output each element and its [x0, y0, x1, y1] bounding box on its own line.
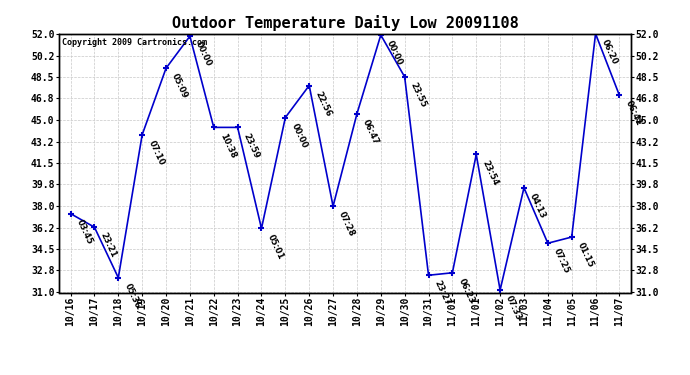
Text: 04:13: 04:13	[528, 192, 548, 220]
Text: 23:27: 23:27	[433, 279, 452, 308]
Text: Copyright 2009 Cartronics.com: Copyright 2009 Cartronics.com	[61, 38, 206, 46]
Text: 01:15: 01:15	[576, 241, 595, 269]
Text: 07:10: 07:10	[146, 139, 166, 167]
Text: 06:20: 06:20	[600, 38, 619, 66]
Text: 06:23: 06:23	[457, 277, 476, 305]
Text: 07:33: 07:33	[504, 294, 524, 322]
Text: 23:54: 23:54	[480, 159, 500, 187]
Text: 00:00: 00:00	[385, 39, 404, 67]
Text: 22:56: 22:56	[313, 90, 333, 118]
Text: 23:55: 23:55	[408, 81, 428, 109]
Text: 00:00: 00:00	[290, 122, 309, 149]
Text: 03:45: 03:45	[75, 218, 94, 246]
Text: 05:09: 05:09	[170, 72, 190, 100]
Title: Outdoor Temperature Daily Low 20091108: Outdoor Temperature Daily Low 20091108	[172, 15, 518, 31]
Text: 05:36: 05:36	[122, 282, 142, 310]
Text: 10:38: 10:38	[218, 132, 237, 159]
Text: 23:59: 23:59	[241, 132, 262, 159]
Text: 05:01: 05:01	[266, 232, 285, 261]
Text: 06:41: 06:41	[624, 99, 643, 128]
Text: 00:00: 00:00	[194, 40, 213, 68]
Text: 07:28: 07:28	[337, 210, 357, 238]
Text: 07:25: 07:25	[552, 248, 571, 275]
Text: 23:21: 23:21	[99, 231, 118, 260]
Text: 06:47: 06:47	[361, 118, 380, 146]
